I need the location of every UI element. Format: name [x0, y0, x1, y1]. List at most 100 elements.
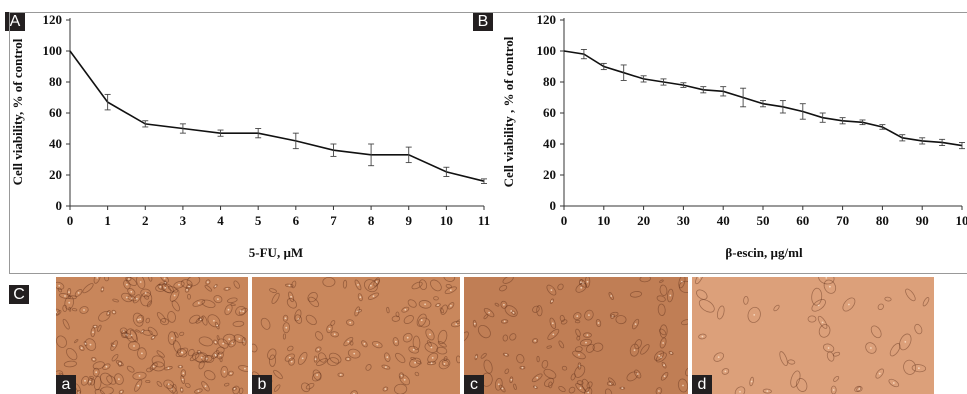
cell-nucleus	[167, 383, 170, 386]
chart-a-xtick-label: 2	[142, 213, 149, 228]
cell-shape	[574, 365, 586, 378]
cell-nucleus	[588, 314, 590, 316]
cell-shape	[435, 303, 441, 308]
cell-nucleus	[395, 340, 397, 343]
cell-nucleus	[214, 341, 217, 344]
cell-shape	[167, 331, 177, 345]
figure-border-top	[9, 12, 967, 13]
cell-shape	[504, 368, 510, 375]
cell-nucleus	[101, 288, 104, 291]
cell-nucleus	[186, 289, 189, 291]
cell-shape	[312, 369, 322, 381]
chart-b-xtick-label: 90	[916, 213, 929, 228]
cell-shape	[346, 319, 355, 326]
cell-nucleus	[84, 379, 86, 382]
cell-shape	[89, 375, 95, 379]
cell-nucleus	[68, 301, 71, 304]
cell-shape	[285, 283, 294, 288]
cell-nucleus	[92, 331, 94, 334]
cell-nucleus	[89, 343, 92, 346]
cell-nucleus	[551, 322, 554, 325]
cell-shape	[832, 351, 841, 357]
cell-shape	[220, 365, 229, 378]
chart-a-ytick-label: 20	[49, 167, 62, 182]
cell-nucleus	[918, 367, 920, 370]
cell-nucleus	[333, 333, 336, 336]
chart-a-xtick-label: 4	[217, 213, 224, 228]
cell-shape	[177, 365, 184, 369]
cell-shape	[203, 370, 216, 381]
cell-nucleus	[372, 295, 375, 298]
cell-nucleus	[663, 375, 666, 378]
cell-shape	[582, 332, 592, 338]
cell-shape	[173, 331, 179, 338]
cell-shape	[175, 347, 189, 357]
cell-nucleus	[424, 303, 426, 306]
cell-nucleus	[534, 339, 536, 342]
cell-nucleus	[131, 297, 133, 300]
cell-shape	[156, 312, 166, 323]
cell-shape	[749, 376, 754, 387]
cell-shape	[444, 286, 457, 295]
cell-shape	[173, 281, 185, 289]
cell-shape	[132, 294, 141, 304]
cell-nucleus	[130, 290, 133, 293]
cell-shape	[394, 383, 408, 394]
cell-shape	[149, 362, 158, 371]
cell-nucleus	[347, 358, 349, 360]
cell-shape	[922, 297, 930, 307]
cell-shape	[363, 279, 378, 293]
cell-shape	[216, 346, 225, 355]
cell-nucleus	[214, 285, 217, 288]
cell-nucleus	[356, 310, 359, 313]
cell-shape	[132, 312, 144, 327]
cell-shape	[164, 366, 173, 371]
cell-shape	[232, 320, 245, 327]
cell-shape	[167, 285, 178, 293]
cell-shape	[811, 298, 826, 312]
cell-shape	[305, 314, 317, 326]
micrograph-label-a: a	[56, 375, 76, 394]
cell-shape	[330, 320, 336, 326]
cell-nucleus	[385, 366, 387, 368]
cell-nucleus	[141, 330, 144, 333]
chart-a-xlabel: 5-FU, µM	[249, 245, 303, 260]
cell-nucleus	[290, 295, 292, 298]
cell-nucleus	[904, 341, 907, 343]
cell-shape	[696, 289, 708, 300]
cell-nucleus	[512, 311, 515, 314]
micrograph-d: d	[692, 277, 934, 394]
cell-shape	[130, 329, 138, 343]
cell-nucleus	[586, 280, 589, 283]
cell-shape	[160, 277, 169, 283]
cell-nucleus	[58, 284, 61, 287]
cell-nucleus	[430, 346, 433, 349]
chart-a-xtick-label: 11	[478, 213, 490, 228]
cell-shape	[106, 375, 117, 385]
cell-shape	[189, 314, 201, 324]
cell-shape	[171, 300, 180, 312]
cell-shape	[830, 385, 837, 394]
cell-nucleus	[403, 378, 406, 381]
cell-nucleus	[766, 390, 769, 392]
cell-shape	[106, 309, 111, 317]
cell-shape	[252, 343, 258, 353]
cell-nucleus	[181, 351, 183, 354]
cell-shape	[439, 307, 445, 314]
cell-shape	[443, 277, 456, 282]
cell-shape	[659, 279, 664, 283]
cell-nucleus	[376, 343, 379, 346]
cell-shape	[267, 348, 277, 360]
cell-nucleus	[406, 336, 409, 339]
cell-shape	[185, 283, 193, 290]
cell-shape	[311, 372, 322, 382]
micrograph-a: a	[56, 277, 248, 394]
chart-b-xtick-label: 10	[597, 213, 610, 228]
cell-shape	[284, 353, 295, 362]
cell-shape	[62, 318, 70, 330]
cell-nucleus	[611, 315, 614, 318]
cell-shape	[504, 305, 518, 317]
cell-nucleus	[660, 356, 663, 359]
cell-shape	[716, 305, 725, 320]
cell-shape	[585, 343, 595, 353]
